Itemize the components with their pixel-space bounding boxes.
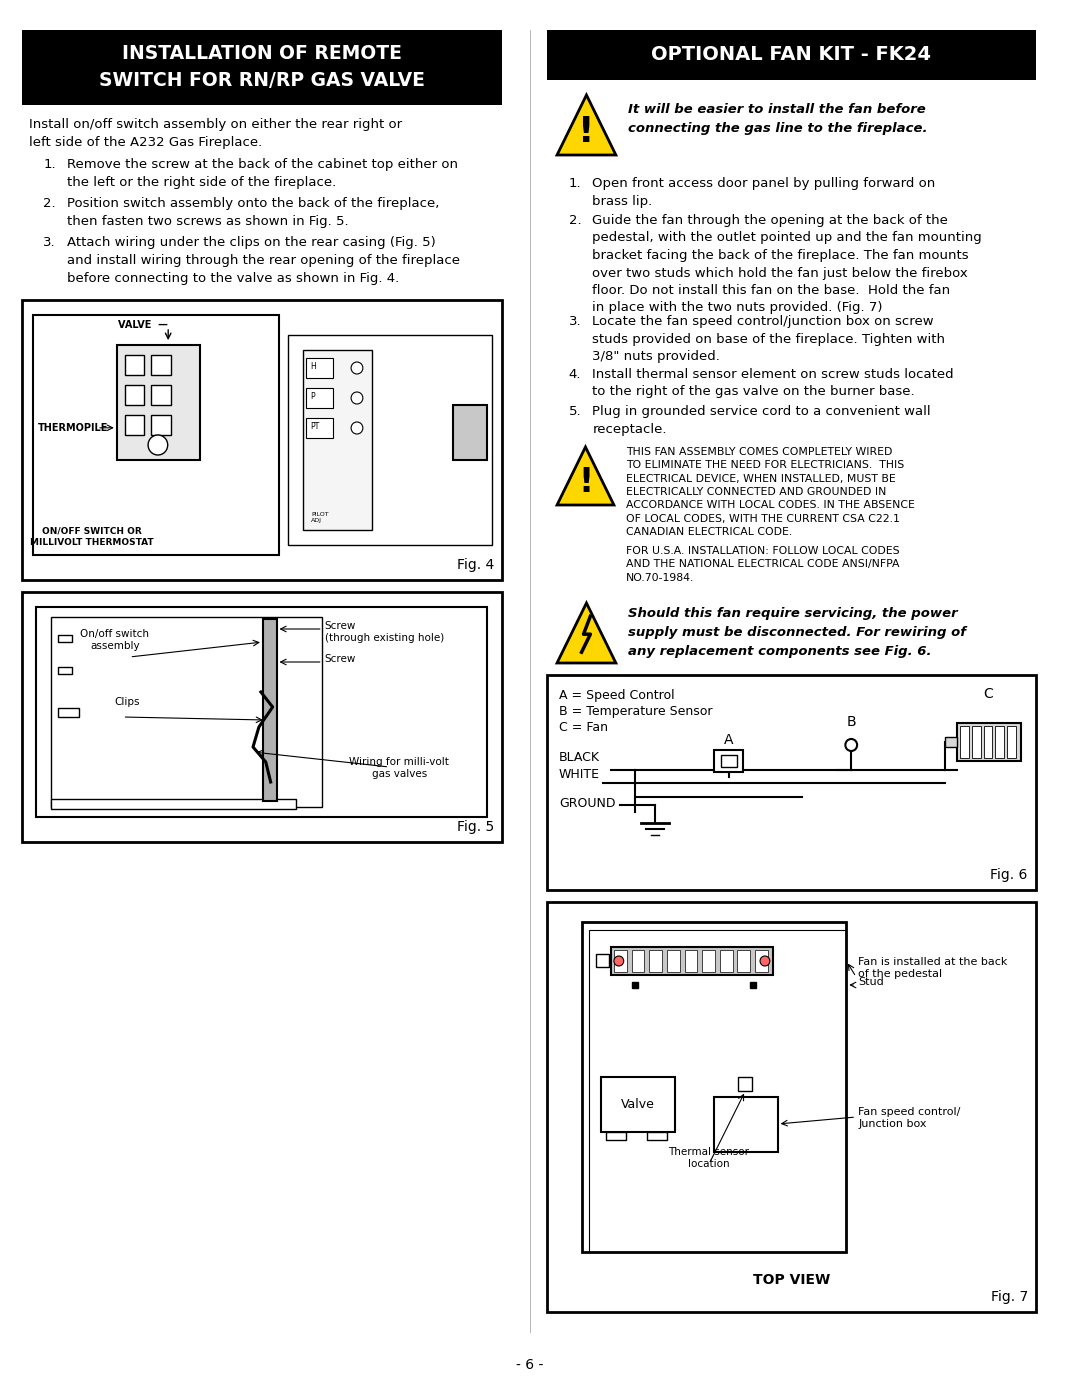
- Bar: [596, 954, 609, 967]
- Circle shape: [613, 956, 624, 965]
- Bar: [306, 388, 334, 408]
- Text: Stud: Stud: [859, 977, 883, 988]
- Bar: [996, 726, 1004, 759]
- Bar: [702, 950, 715, 972]
- Text: Open front access door panel by pulling forward on
brass lip.: Open front access door panel by pulling …: [592, 177, 935, 208]
- Text: THERMOPILE: THERMOPILE: [38, 423, 109, 433]
- Bar: [606, 1132, 625, 1140]
- Bar: [454, 405, 487, 460]
- Bar: [151, 355, 171, 374]
- Bar: [613, 950, 626, 972]
- Bar: [306, 418, 334, 439]
- Text: Fig. 6: Fig. 6: [990, 868, 1028, 882]
- Text: 2.: 2.: [569, 214, 581, 226]
- Bar: [984, 726, 993, 759]
- Bar: [581, 922, 847, 1252]
- Circle shape: [351, 362, 363, 374]
- Bar: [666, 950, 679, 972]
- Text: OPTIONAL FAN KIT - FK24: OPTIONAL FAN KIT - FK24: [651, 46, 931, 64]
- Text: VALVE  —: VALVE —: [119, 320, 168, 330]
- Bar: [262, 619, 276, 800]
- Bar: [720, 754, 737, 767]
- Text: Should this fan require servicing, the power
supply must be disconnected. For re: Should this fan require servicing, the p…: [627, 608, 966, 658]
- Bar: [22, 592, 502, 842]
- Text: Fig. 5: Fig. 5: [457, 820, 495, 834]
- Text: Remove the screw at the back of the cabinet top either on
the left or the right : Remove the screw at the back of the cabi…: [67, 158, 458, 189]
- Circle shape: [351, 422, 363, 434]
- Text: B: B: [847, 715, 856, 729]
- Text: A = Speed Control: A = Speed Control: [559, 689, 675, 703]
- Circle shape: [351, 393, 363, 404]
- Bar: [649, 950, 662, 972]
- Text: 3.: 3.: [569, 314, 581, 328]
- Bar: [58, 666, 71, 673]
- Circle shape: [148, 434, 167, 455]
- Text: INSTALLATION OF REMOTE
SWITCH FOR RN/RP GAS VALVE: INSTALLATION OF REMOTE SWITCH FOR RN/RP …: [99, 45, 424, 89]
- Text: Wiring for milli-volt
gas valves: Wiring for milli-volt gas valves: [349, 757, 449, 780]
- Bar: [124, 355, 144, 374]
- Circle shape: [846, 739, 858, 752]
- Bar: [548, 902, 1036, 1312]
- Bar: [306, 358, 334, 379]
- Text: PILOT
ADJ: PILOT ADJ: [311, 511, 328, 522]
- Bar: [151, 386, 171, 405]
- Bar: [714, 750, 743, 773]
- Bar: [945, 738, 957, 747]
- Circle shape: [760, 956, 770, 965]
- Text: - 6 -: - 6 -: [516, 1358, 543, 1372]
- Polygon shape: [557, 604, 616, 664]
- Text: 4.: 4.: [569, 367, 581, 381]
- Text: Screw: Screw: [325, 654, 356, 664]
- Text: Fig. 4: Fig. 4: [457, 557, 495, 571]
- Bar: [957, 724, 1021, 761]
- Bar: [124, 415, 144, 434]
- Text: H: H: [310, 362, 315, 372]
- Text: !: !: [578, 115, 595, 149]
- Bar: [51, 799, 296, 809]
- Bar: [117, 345, 200, 460]
- Text: Screw
(through existing hole): Screw (through existing hole): [325, 622, 444, 644]
- Text: GROUND: GROUND: [559, 798, 616, 810]
- Text: P: P: [310, 393, 314, 401]
- Text: 5.: 5.: [569, 405, 581, 418]
- Bar: [960, 726, 969, 759]
- Text: TOP VIEW: TOP VIEW: [753, 1273, 831, 1287]
- Text: !: !: [578, 467, 593, 500]
- Text: FOR U.S.A. INSTALLATION: FOLLOW LOCAL CODES
AND THE NATIONAL ELECTRICAL CODE ANS: FOR U.S.A. INSTALLATION: FOLLOW LOCAL CO…: [625, 546, 900, 583]
- Polygon shape: [557, 95, 616, 155]
- Bar: [590, 930, 847, 1252]
- Text: It will be easier to install the fan before
connecting the gas line to the firep: It will be easier to install the fan bef…: [627, 103, 927, 136]
- Bar: [647, 1132, 666, 1140]
- Bar: [303, 351, 372, 529]
- Bar: [58, 636, 71, 643]
- Bar: [51, 617, 322, 807]
- Bar: [22, 300, 502, 580]
- Bar: [755, 950, 768, 972]
- Text: Guide the fan through the opening at the back of the
pedestal, with the outlet p: Guide the fan through the opening at the…: [592, 214, 982, 314]
- Text: Plug in grounded service cord to a convenient wall
receptacle.: Plug in grounded service cord to a conve…: [592, 405, 931, 436]
- Bar: [602, 1077, 675, 1132]
- Text: 3.: 3.: [43, 236, 56, 249]
- Text: 1.: 1.: [43, 158, 56, 170]
- Bar: [632, 950, 645, 972]
- Text: THIS FAN ASSEMBLY COMES COMPLETELY WIRED
TO ELIMINATE THE NEED FOR ELECTRICIANS.: THIS FAN ASSEMBLY COMES COMPLETELY WIRED…: [625, 447, 915, 538]
- Text: Attach wiring under the clips on the rear casing (Fig. 5)
and install wiring thr: Attach wiring under the clips on the rea…: [67, 236, 460, 285]
- Bar: [738, 950, 751, 972]
- Text: PT: PT: [310, 422, 320, 432]
- Bar: [739, 1077, 752, 1091]
- Bar: [22, 29, 502, 105]
- Bar: [58, 708, 80, 717]
- Text: Install on/off switch assembly on either the rear right or
left side of the A232: Install on/off switch assembly on either…: [29, 117, 403, 149]
- Bar: [288, 335, 492, 545]
- Bar: [714, 1097, 778, 1153]
- Text: Thermal sensor
location: Thermal sensor location: [669, 1147, 750, 1169]
- Text: Valve: Valve: [621, 1098, 654, 1111]
- Text: Locate the fan speed control/junction box on screw
studs provided on base of the: Locate the fan speed control/junction bo…: [592, 314, 945, 363]
- Bar: [151, 415, 171, 434]
- Text: Fig. 7: Fig. 7: [990, 1289, 1028, 1303]
- Text: Fan speed control/
Junction box: Fan speed control/ Junction box: [859, 1106, 960, 1129]
- Text: C: C: [984, 687, 994, 701]
- Text: B = Temperature Sensor: B = Temperature Sensor: [559, 705, 713, 718]
- Text: WHITE: WHITE: [559, 768, 600, 781]
- Bar: [33, 314, 279, 555]
